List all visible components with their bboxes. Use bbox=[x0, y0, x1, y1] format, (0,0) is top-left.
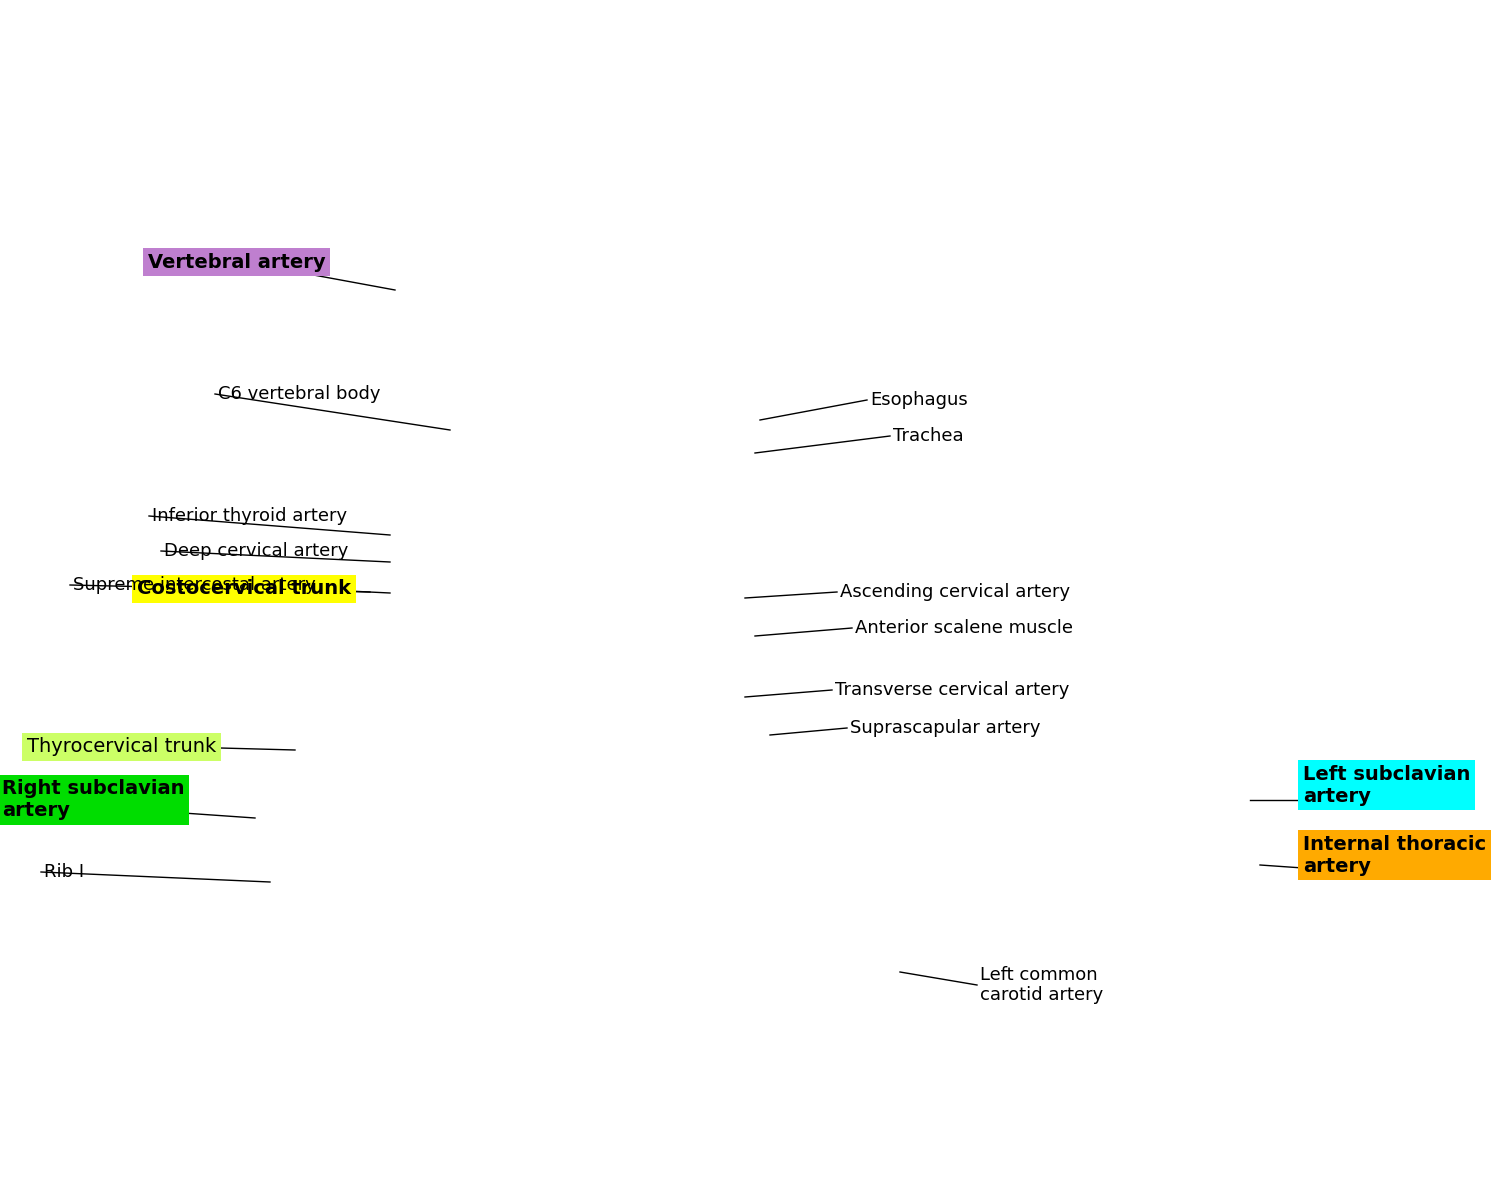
Text: Ascending cervical artery: Ascending cervical artery bbox=[840, 583, 1070, 601]
Text: Transverse cervical artery: Transverse cervical artery bbox=[836, 681, 1070, 699]
Text: Suprascapular artery: Suprascapular artery bbox=[850, 719, 1041, 737]
Text: Costocervical trunk: Costocervical trunk bbox=[136, 579, 351, 598]
Text: Thyrocervical trunk: Thyrocervical trunk bbox=[27, 737, 216, 757]
Text: C6 vertebral body: C6 vertebral body bbox=[217, 385, 381, 403]
Text: Esophagus: Esophagus bbox=[870, 391, 968, 409]
Text: Left common
carotid artery: Left common carotid artery bbox=[980, 965, 1102, 1005]
Text: Internal thoracic
artery: Internal thoracic artery bbox=[1304, 835, 1486, 875]
Text: Rib I: Rib I bbox=[44, 863, 84, 881]
Text: Deep cervical artery: Deep cervical artery bbox=[164, 542, 348, 560]
Text: Right subclavian
artery: Right subclavian artery bbox=[2, 779, 184, 820]
Text: Left subclavian
artery: Left subclavian artery bbox=[1304, 765, 1470, 806]
Text: Vertebral artery: Vertebral artery bbox=[148, 253, 326, 271]
Text: Supreme intercostal artery: Supreme intercostal artery bbox=[74, 576, 315, 594]
Text: Anterior scalene muscle: Anterior scalene muscle bbox=[855, 619, 1072, 637]
Text: Inferior thyroid artery: Inferior thyroid artery bbox=[152, 507, 346, 525]
Text: Trachea: Trachea bbox=[892, 427, 963, 445]
